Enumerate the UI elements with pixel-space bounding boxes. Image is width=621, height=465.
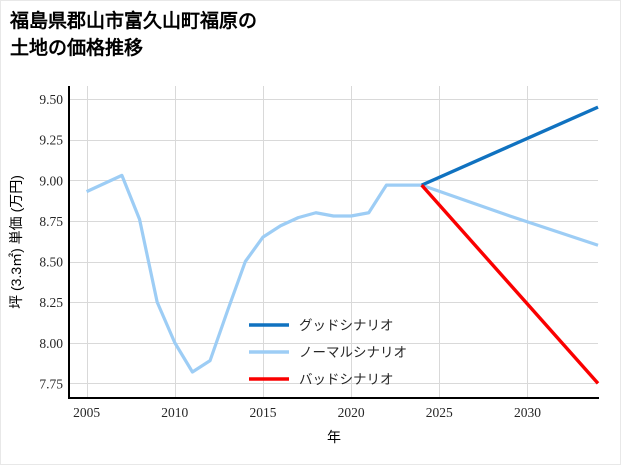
x-tick-label: 2005: [73, 405, 100, 420]
y-tick-label: 8.50: [39, 255, 63, 270]
y-tick-label: 9.00: [39, 173, 63, 188]
legend-label: ノーマルシナリオ: [299, 345, 407, 360]
x-tick-label: 2015: [249, 405, 276, 420]
chart-title: 福島県郡山市富久山町福原の 土地の価格推移: [10, 11, 258, 59]
axis-spines: [67, 86, 599, 400]
y-tick-label: 9.50: [39, 92, 63, 107]
x-tick-label: 2020: [338, 405, 365, 420]
x-tick-label: 2010: [161, 405, 188, 420]
x-tick-label: 2030: [514, 405, 541, 420]
y-tick-label: 9.25: [39, 133, 63, 148]
series-lines: [85, 105, 600, 385]
y-tick-labels: 7.75 8.00 8.25 8.50 8.75 9.00 9.25 9.50: [39, 92, 63, 391]
y-tick-label: 7.75: [39, 376, 63, 391]
series-line-bad: [420, 183, 600, 385]
y-tick-label: 8.00: [39, 336, 63, 351]
x-tick-label: 2025: [426, 405, 453, 420]
x-axis-title: 年: [327, 429, 341, 445]
y-tick-label: 8.75: [39, 214, 63, 229]
legend-label: バッドシナリオ: [299, 372, 394, 387]
legend-label: グッドシナリオ: [299, 318, 394, 333]
y-axis-title: 坪 (3.3㎡) 単価 (万円): [8, 175, 24, 309]
series-line-good: [420, 105, 599, 187]
y-tick-label: 8.25: [39, 295, 63, 310]
series-line-normal: [85, 173, 599, 374]
x-tick-labels: 2005 2010 2015 2020 2025 2030: [73, 405, 541, 420]
